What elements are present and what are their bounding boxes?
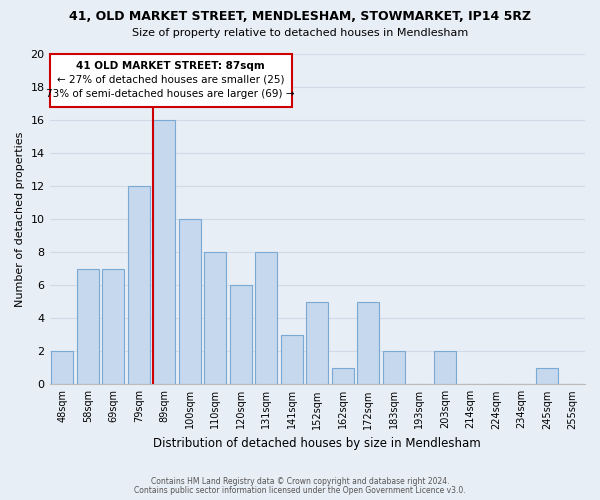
Text: Size of property relative to detached houses in Mendlesham: Size of property relative to detached ho… [132,28,468,38]
Bar [307,302,328,384]
Bar [281,335,302,384]
Bar [358,302,379,384]
Bar [154,120,175,384]
Y-axis label: Number of detached properties: Number of detached properties [15,132,25,307]
Text: 41, OLD MARKET STREET, MENDLESHAM, STOWMARKET, IP14 5RZ: 41, OLD MARKET STREET, MENDLESHAM, STOWM… [69,10,531,23]
Text: Contains HM Land Registry data © Crown copyright and database right 2024.: Contains HM Land Registry data © Crown c… [151,478,449,486]
Bar [128,186,149,384]
Bar [77,268,98,384]
FancyBboxPatch shape [50,54,292,107]
X-axis label: Distribution of detached houses by size in Mendlesham: Distribution of detached houses by size … [154,437,481,450]
Text: ← 27% of detached houses are smaller (25): ← 27% of detached houses are smaller (25… [57,74,284,85]
Bar [434,352,455,384]
Bar [52,352,73,384]
Bar [179,219,200,384]
Bar [103,268,124,384]
Text: Contains public sector information licensed under the Open Government Licence v3: Contains public sector information licen… [134,486,466,495]
Bar [205,252,226,384]
Bar [332,368,353,384]
Bar [536,368,557,384]
Text: 73% of semi-detached houses are larger (69) →: 73% of semi-detached houses are larger (… [46,88,295,99]
Bar [230,285,251,384]
Bar [256,252,277,384]
Bar [383,352,404,384]
Text: 41 OLD MARKET STREET: 87sqm: 41 OLD MARKET STREET: 87sqm [76,60,265,70]
